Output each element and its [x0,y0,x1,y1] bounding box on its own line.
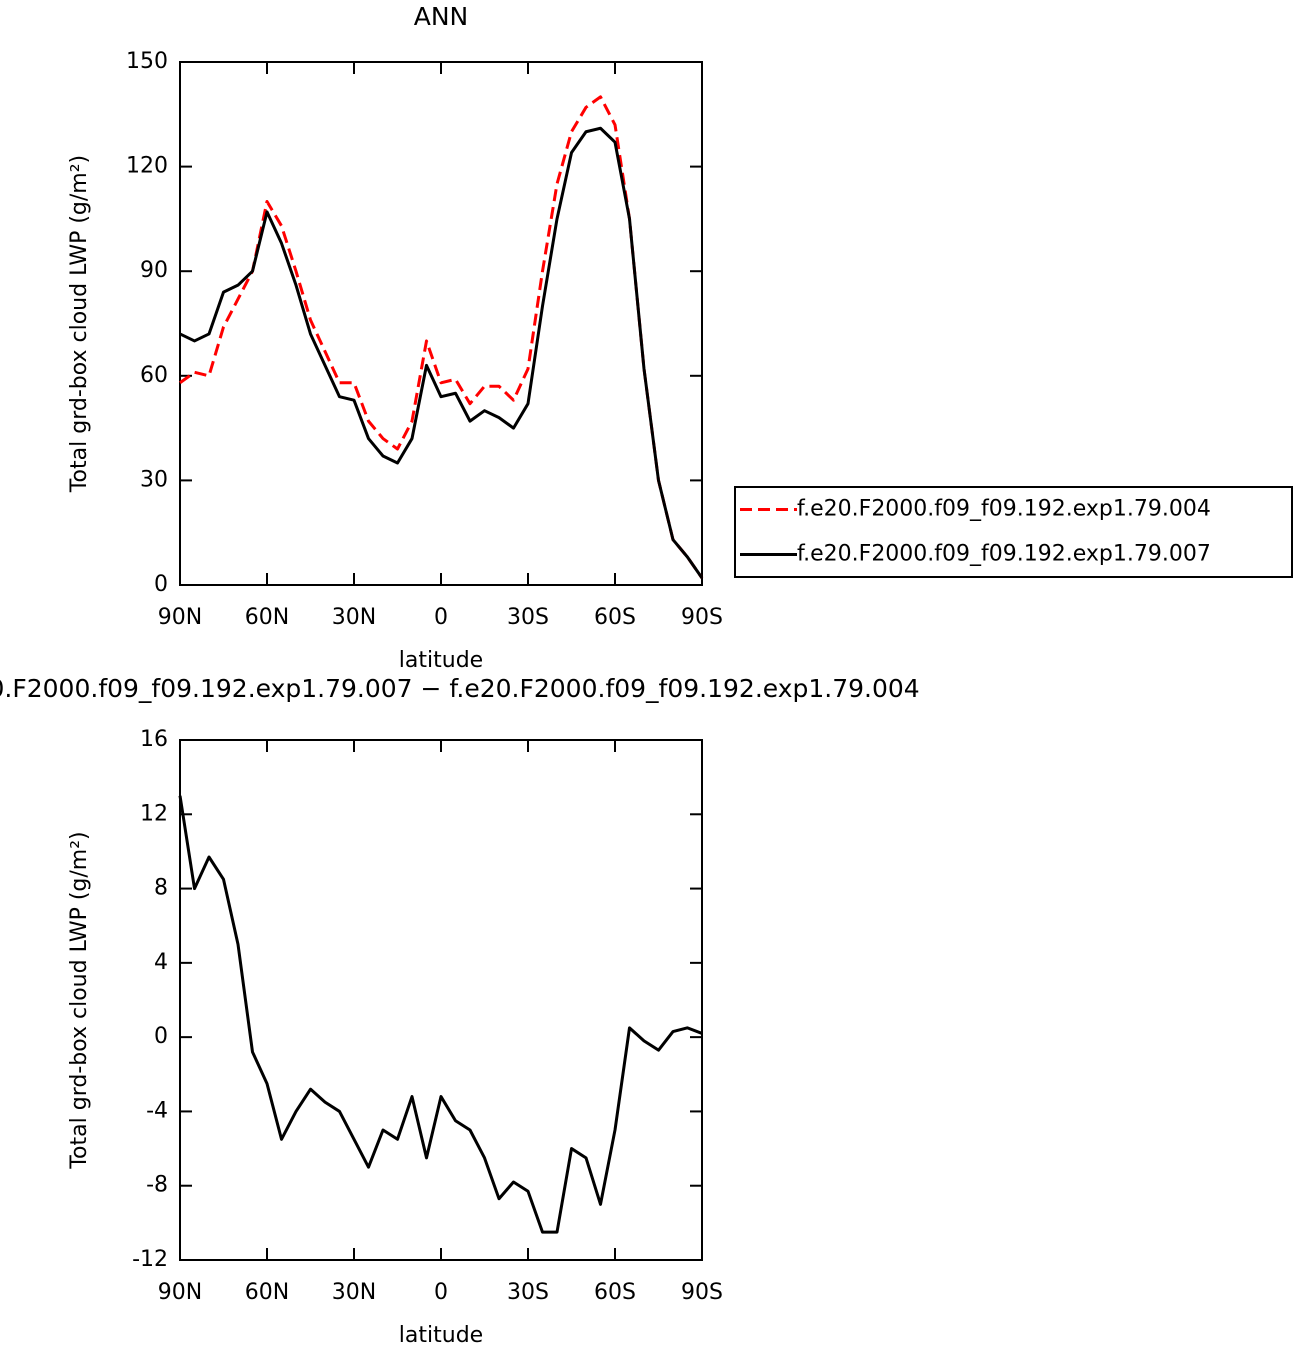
x-axis-label: latitude [399,648,483,673]
y-tick-label: 30 [140,467,168,492]
x-tick-label: 60N [245,605,289,630]
y-tick-label: 12 [140,801,168,826]
series-line [179,126,704,579]
y-tick-label: 0 [154,572,168,597]
legend-label: f.e20.F2000.f09_f09.192.exp1.79.004 [797,497,1211,522]
y-tick-label: 90 [140,258,168,283]
plot-frame [179,739,703,1261]
x-tick-label: 90S [681,1280,723,1305]
x-axis-label: latitude [399,1323,483,1348]
y-tick-label: 150 [126,49,168,74]
x-tick-label: 60S [594,605,636,630]
x-tick-label: 30S [507,605,549,630]
y-axis-label: Total grd-box cloud LWP (g/m²) [67,831,92,1169]
legend-label: f.e20.F2000.f09_f09.192.exp1.79.007 [797,542,1211,567]
x-tick-label: 30N [332,605,376,630]
chart-title: f.e20.F2000.f09_f09.192.exp1.79.007 − f.… [0,674,920,703]
x-tick-label: 30N [332,1280,376,1305]
y-tick-label: -8 [146,1173,168,1198]
x-tick-label: 0 [434,605,448,630]
y-tick-label: 8 [154,876,168,901]
series-line [179,95,704,579]
y-tick-label: 16 [140,727,168,752]
y-tick-label: 120 [126,154,168,179]
plot-frame [179,61,703,586]
x-tick-label: 0 [434,1280,448,1305]
y-tick-label: -4 [146,1098,168,1123]
x-tick-label: 30S [507,1280,549,1305]
y-axis-label: Total grd-box cloud LWP (g/m²) [67,155,92,493]
y-tick-label: 0 [154,1024,168,1049]
chart-title: ANN [414,2,469,31]
y-tick-label: 60 [140,363,168,388]
x-tick-label: 90N [158,605,202,630]
legend-box [734,486,1293,578]
series-line [178,795,703,1234]
y-tick-label: 4 [154,950,168,975]
y-tick-label: -12 [132,1247,168,1272]
x-tick-label: 60S [594,1280,636,1305]
x-tick-label: 60N [245,1280,289,1305]
x-tick-label: 90N [158,1280,202,1305]
x-tick-label: 90S [681,605,723,630]
